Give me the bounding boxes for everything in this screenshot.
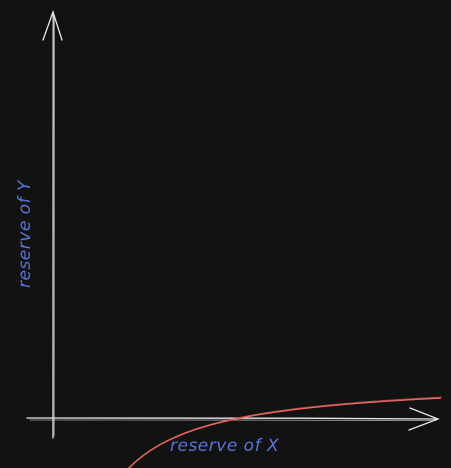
x-axis-arrowhead: [408, 407, 440, 431]
y-axis-arrowhead: [42, 9, 63, 41]
x-axis-label: reserve of X: [170, 436, 279, 456]
y-axis-label: reserve of Y: [15, 179, 35, 288]
y-axis: [42, 9, 63, 439]
hyperbola-curve: [127, 396, 443, 468]
